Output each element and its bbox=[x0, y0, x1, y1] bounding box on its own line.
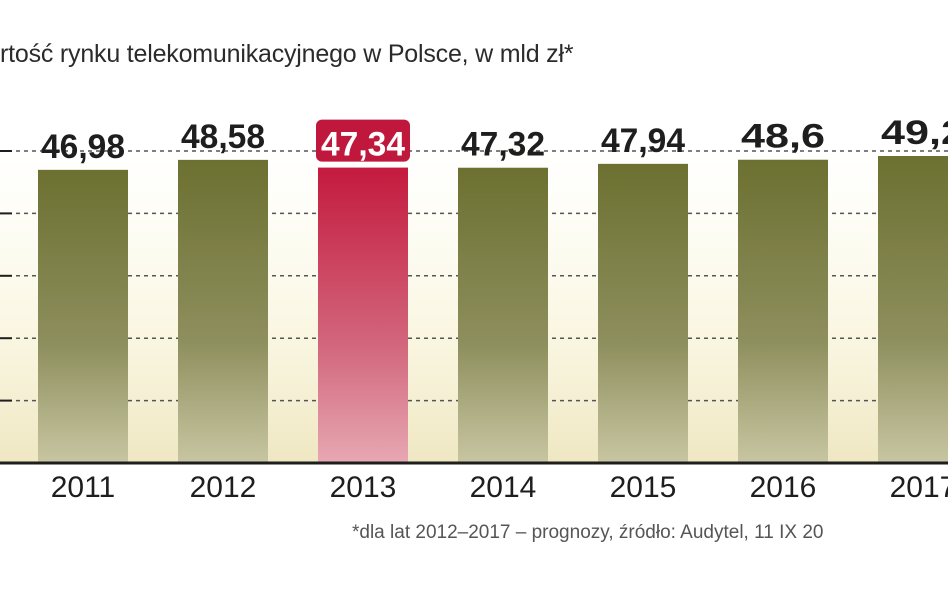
chart-title: rtość rynku telekomunikacyjnego w Polsce… bbox=[0, 40, 574, 68]
bars bbox=[38, 155, 948, 464]
bar-2013 bbox=[318, 167, 408, 464]
value-label-2012: 48,58 bbox=[181, 118, 265, 156]
value-label-2011: 46,98 bbox=[41, 128, 125, 166]
x-tick-label-2017: 2017 bbox=[890, 471, 948, 504]
bar-2014 bbox=[458, 167, 548, 463]
x-axis-ticks: 2011 2012 2013 2014 2015 2016 2017 bbox=[51, 471, 948, 504]
x-tick-label-2013: 2013 bbox=[330, 471, 397, 504]
value-label-2014: 47,32 bbox=[461, 126, 545, 164]
value-label-highlight-bg bbox=[316, 119, 410, 162]
x-tick-label-2011: 2011 bbox=[51, 471, 116, 504]
value-label-2017: 49,2 bbox=[881, 114, 948, 152]
value-label-2015: 47,94 bbox=[601, 122, 685, 160]
x-tick-label-2015: 2015 bbox=[610, 471, 677, 504]
bar-2017 bbox=[878, 155, 948, 463]
x-tick-label-2012: 2012 bbox=[190, 471, 257, 504]
bar-2015 bbox=[598, 163, 688, 463]
x-tick-label-2016: 2016 bbox=[750, 471, 817, 504]
value-label-2013: 47,34 bbox=[321, 126, 405, 164]
value-label-2016: 48,6 bbox=[741, 118, 825, 156]
value-labels: 46,98 48,58 47,34 47,32 47,94 48,6 49,2 bbox=[41, 114, 948, 166]
x-tick-label-2014: 2014 bbox=[470, 471, 537, 504]
chart-footnote: *dla lat 2012–2017 – prognozy, źródło: A… bbox=[352, 522, 824, 543]
bar-2012 bbox=[178, 159, 268, 464]
bar-2011 bbox=[38, 169, 128, 464]
bar-2016 bbox=[738, 159, 828, 463]
